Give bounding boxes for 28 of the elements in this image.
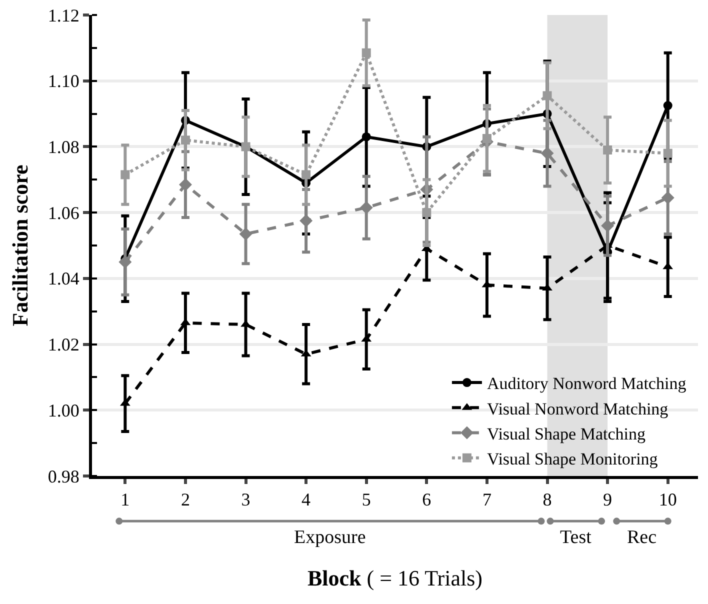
legend-label: Visual Nonword Matching xyxy=(486,399,669,418)
text: Rec xyxy=(627,527,657,548)
y-tick-label: 1.04 xyxy=(48,268,80,289)
x-tick-label: 8 xyxy=(542,490,552,510)
y-axis-title: Facilitation score xyxy=(8,164,33,326)
x-tick-label: 2 xyxy=(180,490,190,510)
x-tick-label: 5 xyxy=(362,490,371,510)
y-tick-label: 1.00 xyxy=(48,400,80,420)
legend-label: Visual Shape Matching xyxy=(486,424,646,444)
text: Exposure xyxy=(294,527,366,548)
y-tick-label: 1.10 xyxy=(48,71,80,92)
x-tick-label: 3 xyxy=(241,490,250,510)
y-tick-label: 1.02 xyxy=(48,334,80,355)
text: ( = 16 Trials) xyxy=(366,566,483,590)
x-tick-label: 1 xyxy=(120,490,130,510)
x-axis-title: Block xyxy=(307,566,362,590)
text: Test xyxy=(560,527,592,548)
legend-label: Visual Shape Monitoring xyxy=(486,449,658,468)
x-tick-label: 6 xyxy=(422,490,432,510)
x-tick-label: 7 xyxy=(482,490,492,510)
x-tick-label: 10 xyxy=(658,490,677,510)
y-tick-label: 1.06 xyxy=(48,202,80,223)
y-tick-label: 0.98 xyxy=(48,466,80,486)
y-tick-label: 1.08 xyxy=(48,137,80,158)
y-tick-label: 1.12 xyxy=(48,5,80,26)
x-tick-label: 9 xyxy=(603,490,612,510)
legend-label: Auditory Nonword Matching xyxy=(486,374,687,394)
x-tick-label: 4 xyxy=(302,490,311,510)
